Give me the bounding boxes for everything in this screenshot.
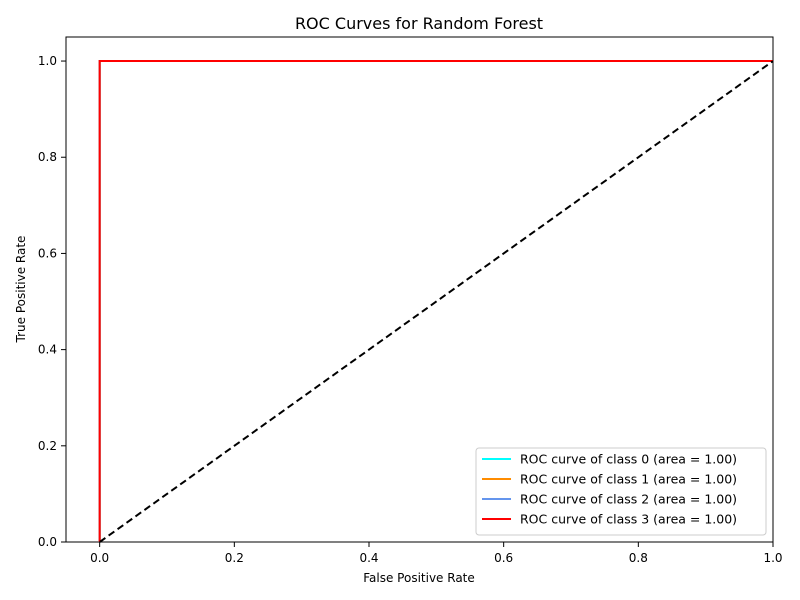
x-tick-label: 0.6 bbox=[494, 551, 513, 565]
x-axis: 0.0 0.2 0.4 0.6 0.8 1.0 bbox=[90, 542, 783, 565]
x-tick-label: 0.0 bbox=[90, 551, 109, 565]
y-tick-label: 0.0 bbox=[38, 535, 57, 549]
y-tick-label: 0.2 bbox=[38, 439, 57, 453]
legend-box bbox=[475, 447, 767, 536]
legend: ROC curve of class 0 (area = 1.00) ROC cu… bbox=[475, 447, 767, 536]
y-tick-label: 1.0 bbox=[38, 54, 57, 68]
legend-label-class-0: ROC curve of class 0 (area = 1.00) bbox=[520, 452, 737, 467]
legend-items: ROC curve of class 0 (area = 1.00) ROC cu… bbox=[482, 452, 737, 527]
legend-label-class-1: ROC curve of class 1 (area = 1.00) bbox=[520, 472, 737, 487]
plot-area bbox=[65, 36, 774, 543]
x-tick-label: 0.4 bbox=[359, 551, 378, 565]
plot-frame bbox=[65, 36, 774, 543]
x-axis-label: False Positive Rate bbox=[363, 571, 475, 585]
roc-curve-class-3 bbox=[98, 60, 773, 542]
y-tick-label: 0.8 bbox=[38, 150, 57, 164]
x-tick-label: 0.8 bbox=[629, 551, 648, 565]
chart-title: ROC Curves for Random Forest bbox=[295, 14, 543, 33]
y-tick-label: 0.4 bbox=[38, 343, 57, 357]
y-axis-label: True Positive Rate bbox=[14, 236, 28, 344]
series-layer bbox=[98, 60, 774, 543]
x-tick-label: 1.0 bbox=[763, 551, 782, 565]
y-tick-label: 0.6 bbox=[38, 246, 57, 260]
chance-line bbox=[99, 60, 774, 543]
legend-label-class-3: ROC curve of class 3 (area = 1.00) bbox=[520, 512, 737, 527]
x-tick-label: 0.2 bbox=[225, 551, 244, 565]
legend-label-class-2: ROC curve of class 2 (area = 1.00) bbox=[520, 492, 737, 507]
y-axis: 0.0 0.2 0.4 0.6 0.8 1.0 bbox=[38, 54, 66, 549]
